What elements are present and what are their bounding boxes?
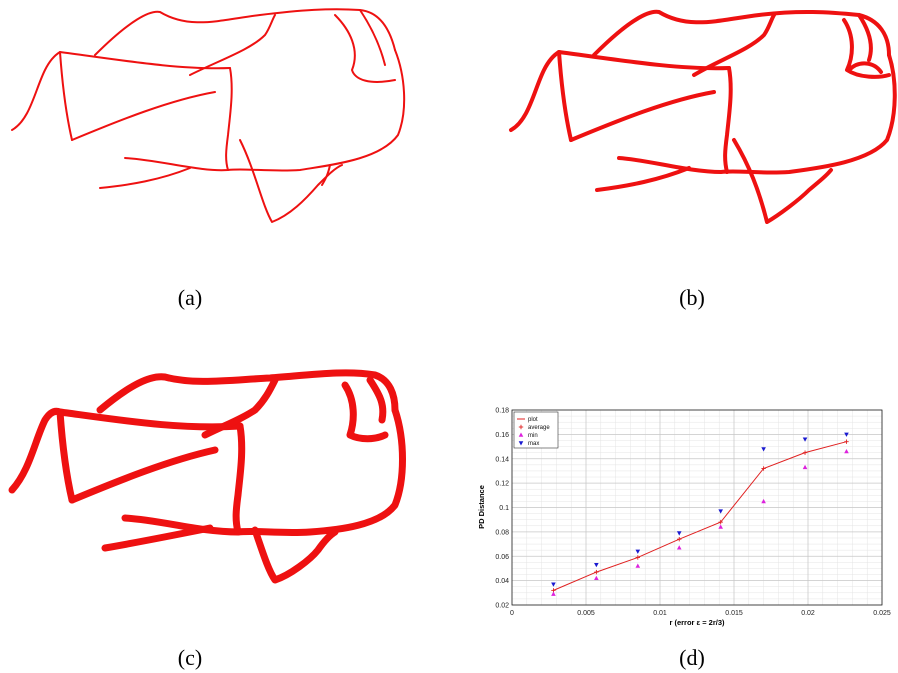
point-average bbox=[802, 450, 808, 455]
point-min bbox=[718, 524, 723, 529]
network-upper-wedge bbox=[96, 369, 399, 414]
plot-frame bbox=[511, 409, 883, 606]
caption-d: (d) bbox=[679, 645, 705, 670]
point-average bbox=[844, 439, 849, 444]
point-max bbox=[551, 582, 556, 587]
figure-a-network bbox=[11, 8, 406, 223]
point-min bbox=[551, 591, 556, 596]
point-average bbox=[718, 519, 723, 525]
network-lower-right bbox=[321, 164, 331, 186]
network-outer-left bbox=[11, 51, 231, 131]
network-bottom-tail bbox=[595, 166, 691, 192]
x-axis-label: r (error ε = 2r/3) bbox=[669, 618, 725, 627]
y-tick-labels: 0.02 0.04 0.06 0.08 0.1 0.12 0.14 0.16 0.18 bbox=[495, 408, 509, 610]
legend-label-average: average bbox=[528, 425, 550, 431]
legend-marker-average bbox=[518, 424, 524, 430]
network-left-vertical bbox=[56, 408, 76, 504]
network-upper-inner bbox=[189, 14, 276, 76]
network-left-vertical bbox=[557, 50, 573, 142]
series-layer bbox=[551, 432, 849, 596]
network-right-cells bbox=[341, 376, 389, 443]
series-line-plot bbox=[553, 441, 847, 591]
figure-d-chart: 0.020.040.060.080.10.120.140.160.18 0 0.0… bbox=[477, 408, 891, 628]
point-max bbox=[594, 562, 599, 568]
x-tick-label: 0.005 bbox=[577, 610, 595, 617]
x-tick-label: 0.02 bbox=[801, 610, 815, 617]
x-tick-label: 0.01 bbox=[653, 610, 667, 617]
point-max bbox=[676, 531, 682, 536]
x-tick-label: 0.025 bbox=[873, 610, 891, 617]
network-upper-wedge bbox=[94, 8, 396, 56]
y-tick-label: 0.1 bbox=[499, 505, 509, 512]
y-tick-label: 0.12 bbox=[495, 481, 509, 488]
network-outer-left bbox=[509, 50, 731, 132]
point-max bbox=[761, 447, 766, 452]
network-bottom-tail bbox=[101, 524, 214, 552]
legend-marker-max bbox=[518, 441, 524, 446]
y-tick-label: 0.08 bbox=[495, 529, 509, 536]
y-axis-label: PD Distance bbox=[477, 485, 486, 529]
network-right-top bbox=[334, 14, 396, 83]
point-min bbox=[802, 464, 808, 470]
legend-label-min: min bbox=[528, 433, 538, 439]
network-bottom-loop bbox=[732, 138, 833, 224]
network-center-vertical bbox=[225, 67, 233, 171]
network-mid-diagonal bbox=[569, 90, 716, 142]
legend-label-max: max bbox=[528, 441, 539, 447]
legend-marker-min bbox=[518, 432, 524, 437]
network-bottom-tail bbox=[99, 167, 191, 189]
network-right-cells bbox=[842, 13, 891, 79]
y-tick-label: 0.02 bbox=[495, 603, 509, 610]
point-min bbox=[761, 498, 766, 504]
point-max bbox=[718, 509, 723, 514]
x-tick-labels: 0 0.005 0.01 0.015 0.02 0.025 bbox=[510, 610, 891, 617]
network-center-vertical bbox=[232, 422, 246, 536]
point-average bbox=[677, 536, 682, 542]
network-bottom-loop bbox=[239, 139, 343, 223]
y-tick-label: 0.04 bbox=[495, 578, 509, 585]
network-top-right-line bbox=[359, 9, 386, 66]
chart-legend: plot average min max bbox=[513, 411, 559, 449]
figure-b-network bbox=[509, 9, 897, 224]
y-tick-label: 0.16 bbox=[495, 432, 509, 439]
x-tick-label: 0 bbox=[510, 610, 514, 617]
network-mid-diagonal bbox=[68, 446, 219, 504]
network-right-loop bbox=[124, 49, 406, 172]
caption-b: (b) bbox=[679, 285, 705, 310]
network-left-vertical bbox=[59, 51, 73, 141]
network-bottom-loop bbox=[251, 526, 339, 584]
point-max bbox=[802, 437, 808, 442]
point-average bbox=[594, 569, 599, 575]
legend-label-plot: plot bbox=[528, 417, 538, 423]
y-tick-label: 0.14 bbox=[495, 456, 509, 463]
caption-a: (a) bbox=[177, 285, 203, 310]
figure-c-network bbox=[8, 369, 406, 584]
point-max bbox=[635, 549, 641, 554]
chart-grid bbox=[511, 409, 883, 606]
network-upper-inner bbox=[692, 13, 776, 77]
point-min bbox=[635, 563, 641, 568]
network-center-vertical bbox=[723, 66, 733, 174]
network-upper-inner bbox=[201, 376, 279, 439]
point-min bbox=[594, 575, 599, 580]
y-tick-label: 0.06 bbox=[495, 554, 509, 561]
network-upper-wedge bbox=[592, 9, 891, 57]
network-mid-diagonal bbox=[71, 91, 216, 141]
point-min bbox=[676, 545, 682, 550]
point-average bbox=[761, 466, 766, 471]
caption-c: (c) bbox=[177, 645, 203, 670]
point-min bbox=[844, 448, 849, 454]
x-tick-label: 0.015 bbox=[725, 610, 743, 617]
point-max bbox=[844, 432, 849, 437]
y-tick-label: 0.18 bbox=[495, 408, 509, 415]
point-average bbox=[635, 555, 640, 560]
